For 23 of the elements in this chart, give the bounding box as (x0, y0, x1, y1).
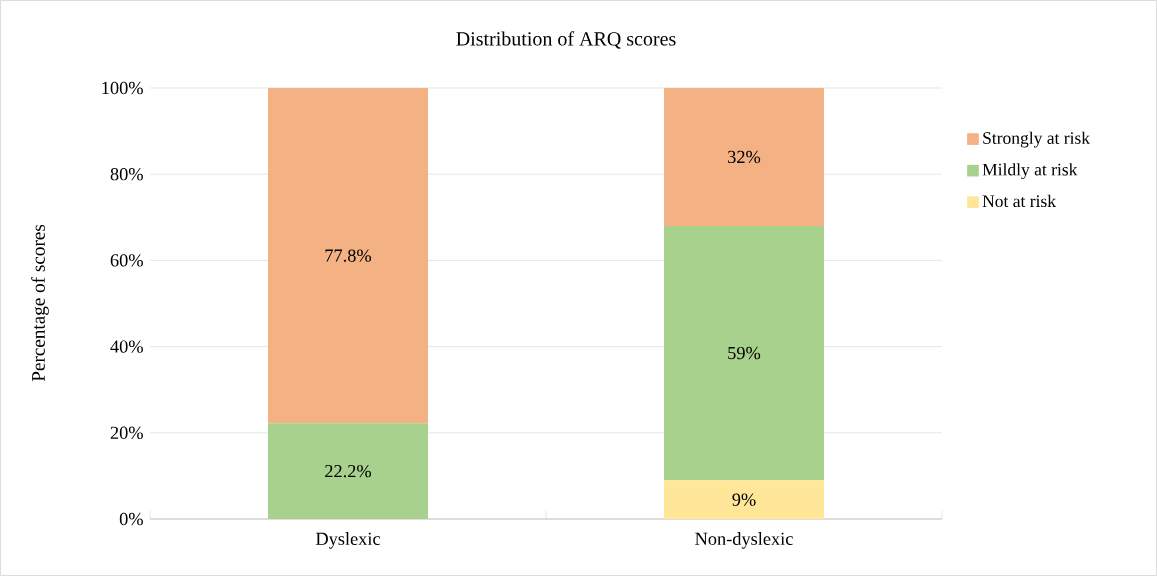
y-tick-label: 100% (102, 81, 143, 95)
x-tick-label: Non-dyslexic (695, 532, 793, 549)
bar (268, 88, 429, 424)
legend-label: Not at risk (982, 194, 1057, 208)
y-tick-label: 0% (119, 512, 143, 526)
y-tick-label: 40% (110, 340, 143, 353)
bar (268, 423, 429, 519)
data-label: 59% (728, 346, 761, 360)
data-label: 22.2% (325, 464, 372, 478)
legend-label: Mildly at risk (982, 163, 1078, 180)
data-label: 32% (728, 150, 761, 164)
data-label: 77.8% (325, 249, 372, 262)
y-tick-label: 80% (110, 167, 143, 181)
x-tick-label: Dyslexic (315, 532, 381, 549)
data-label: 9% (732, 493, 756, 506)
chart-title: Distribution of ARQ scores (456, 31, 676, 49)
y-tick-label: 20% (110, 426, 143, 439)
bar (664, 88, 824, 226)
bar (664, 480, 824, 519)
bar (664, 225, 824, 481)
y-axis-title: Percentage of scores (31, 224, 49, 382)
legend-label: Strongly at risk (983, 131, 1091, 148)
y-tick-label: 60% (110, 254, 143, 267)
